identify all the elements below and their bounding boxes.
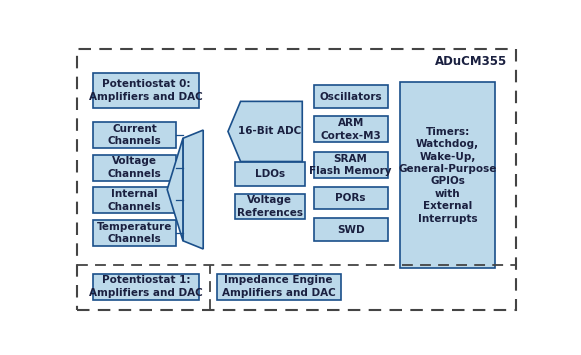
Text: Impedance Engine
Amplifiers and DAC: Impedance Engine Amplifiers and DAC xyxy=(222,275,335,298)
Bar xyxy=(314,218,388,241)
Text: Potentiostat 0:
Amplifiers and DAC: Potentiostat 0: Amplifiers and DAC xyxy=(89,79,203,102)
Bar xyxy=(93,73,199,108)
Bar xyxy=(314,116,388,142)
Text: Voltage
Channels: Voltage Channels xyxy=(107,157,162,179)
Text: Timers:
Watchdog,
Wake-Up,
General-Purpose
GPIOs
with
External
Interrupts: Timers: Watchdog, Wake-Up, General-Purpo… xyxy=(399,127,497,224)
Bar xyxy=(93,122,176,148)
Text: 16-Bit ADC: 16-Bit ADC xyxy=(238,126,301,136)
Text: ARM
Cortex-M3: ARM Cortex-M3 xyxy=(320,118,381,141)
Bar xyxy=(93,187,176,213)
Bar xyxy=(400,82,495,268)
Bar xyxy=(235,162,304,186)
Bar xyxy=(235,194,304,219)
Bar xyxy=(93,155,176,181)
Polygon shape xyxy=(183,130,203,249)
Text: Current
Channels: Current Channels xyxy=(107,124,162,146)
Text: Voltage
References: Voltage References xyxy=(236,195,303,218)
Text: Oscillators: Oscillators xyxy=(320,92,382,102)
Text: SWD: SWD xyxy=(337,225,364,235)
Bar xyxy=(93,274,199,300)
Text: Temperature
Channels: Temperature Channels xyxy=(97,222,172,245)
Text: Internal
Channels: Internal Channels xyxy=(107,189,162,212)
Polygon shape xyxy=(228,102,302,162)
Text: PORs: PORs xyxy=(335,193,366,203)
Bar xyxy=(93,220,176,246)
Text: ADuCM355: ADuCM355 xyxy=(435,55,507,68)
Bar xyxy=(314,85,388,108)
Text: LDOs: LDOs xyxy=(254,169,285,179)
Polygon shape xyxy=(167,138,183,241)
Text: Potentiostat 1:
Amplifiers and DAC: Potentiostat 1: Amplifiers and DAC xyxy=(89,275,203,298)
Bar xyxy=(314,152,388,178)
Text: SRAM
Flash Memory: SRAM Flash Memory xyxy=(310,154,392,176)
Bar xyxy=(314,187,388,209)
Bar xyxy=(217,274,340,300)
